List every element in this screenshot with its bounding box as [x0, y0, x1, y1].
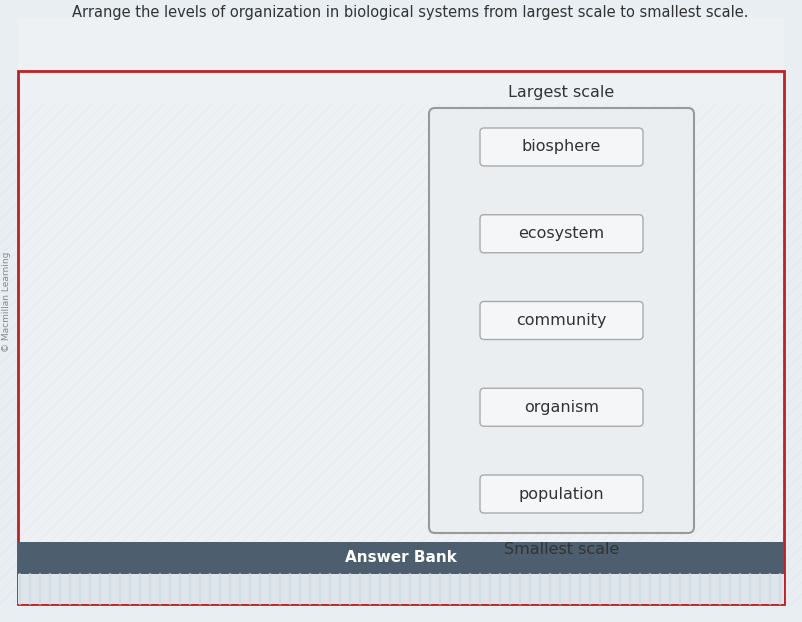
FancyBboxPatch shape — [480, 128, 643, 166]
Text: Answer Bank: Answer Bank — [345, 550, 457, 565]
Text: Smallest scale: Smallest scale — [504, 542, 619, 557]
Text: Largest scale: Largest scale — [508, 85, 614, 100]
Text: population: population — [519, 486, 605, 501]
Text: organism: organism — [524, 400, 599, 415]
Text: Arrange the levels of organization in biological systems from largest scale to s: Arrange the levels of organization in bi… — [71, 6, 748, 21]
Text: biosphere: biosphere — [522, 139, 602, 154]
FancyBboxPatch shape — [480, 388, 643, 426]
FancyBboxPatch shape — [18, 18, 784, 604]
FancyBboxPatch shape — [480, 302, 643, 340]
FancyBboxPatch shape — [429, 108, 694, 533]
FancyBboxPatch shape — [480, 475, 643, 513]
FancyBboxPatch shape — [18, 542, 784, 574]
FancyBboxPatch shape — [18, 574, 784, 604]
FancyBboxPatch shape — [480, 215, 643, 253]
Text: ecosystem: ecosystem — [518, 226, 605, 241]
Text: community: community — [516, 313, 607, 328]
Text: © Macmillan Learning: © Macmillan Learning — [2, 252, 11, 352]
